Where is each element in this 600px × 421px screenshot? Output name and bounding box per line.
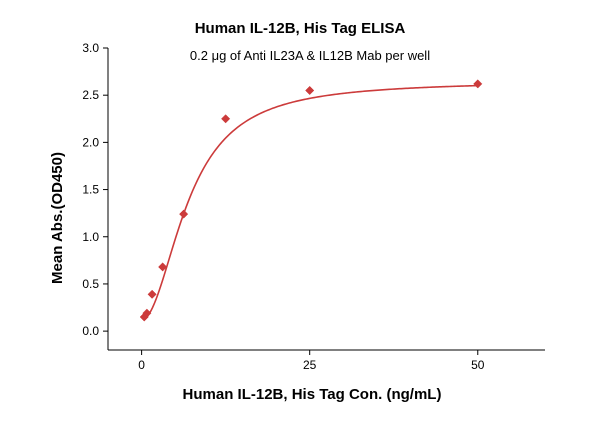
data-point bbox=[305, 85, 315, 96]
y-tick-label: 0.0 bbox=[82, 324, 99, 338]
x-tick-label: 25 bbox=[303, 358, 317, 372]
fit-curve bbox=[143, 84, 478, 320]
x-tick-label: 50 bbox=[471, 358, 485, 372]
data-point bbox=[473, 79, 483, 89]
y-tick-label: 2.5 bbox=[82, 88, 99, 102]
chart-subtitle: 0.2 μg of Anti IL23A & IL12B Mab per wel… bbox=[190, 48, 430, 63]
ticks: 0.0 0.5 1.0 1.5 2.0 2.5 3.0 0 25 50 bbox=[82, 41, 484, 372]
y-tick-label: 1.0 bbox=[82, 230, 99, 244]
data-point bbox=[221, 114, 231, 124]
data-points bbox=[139, 79, 483, 322]
fit-curve-group bbox=[143, 84, 478, 320]
y-tick-label: 2.0 bbox=[82, 135, 99, 149]
y-axis-label: Mean Abs.(OD450) bbox=[49, 152, 66, 284]
x-tick-label: 0 bbox=[138, 358, 145, 372]
axes bbox=[107, 48, 545, 351]
data-point bbox=[142, 308, 152, 318]
y-tick-label: 1.5 bbox=[82, 183, 99, 197]
y-tick-label: 3.0 bbox=[82, 41, 99, 55]
data-point bbox=[147, 289, 157, 299]
chart-title: Human IL-12B, His Tag ELISA bbox=[195, 20, 406, 37]
data-point bbox=[158, 262, 168, 272]
x-axis-label: Human IL-12B, His Tag Con. (ng/mL) bbox=[183, 386, 442, 403]
data-point bbox=[179, 209, 189, 219]
y-tick-label: 0.5 bbox=[82, 277, 99, 291]
